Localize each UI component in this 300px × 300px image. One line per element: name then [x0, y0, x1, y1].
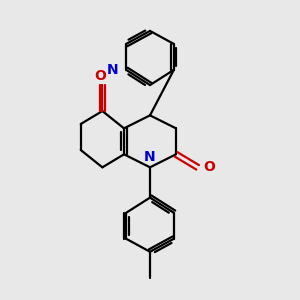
Text: N: N — [107, 63, 118, 77]
Text: O: O — [203, 160, 215, 174]
Text: N: N — [144, 150, 156, 164]
Text: O: O — [94, 69, 106, 83]
